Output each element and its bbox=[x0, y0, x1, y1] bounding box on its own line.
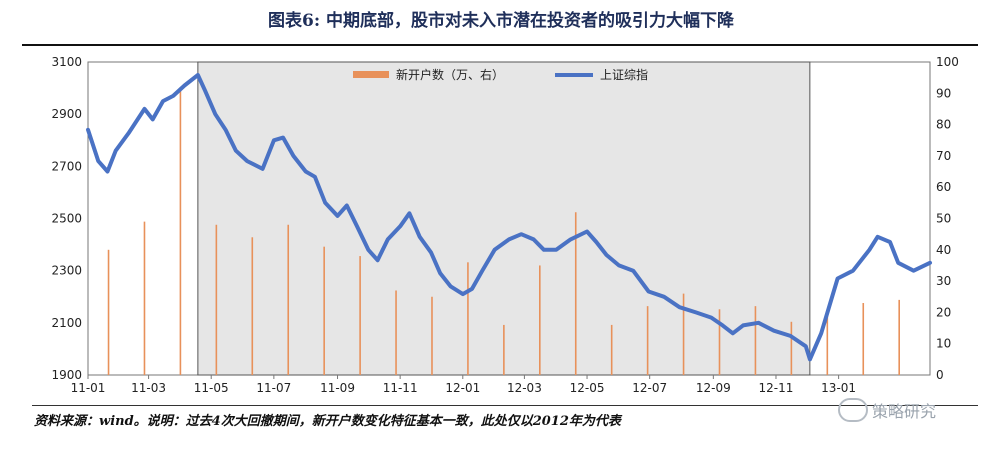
x-tick-label: 11-01 bbox=[71, 381, 106, 395]
x-tick-label: 12-05 bbox=[570, 381, 605, 395]
x-tick-label: 12-01 bbox=[445, 381, 480, 395]
right-tick-label: 0 bbox=[936, 368, 944, 382]
bar-new-accounts bbox=[467, 262, 469, 375]
bar-new-accounts bbox=[287, 224, 290, 375]
legend: 新开户数（万、右） 上证综指 bbox=[353, 67, 648, 82]
watermark-label: 策略研究 bbox=[872, 402, 937, 421]
index-line bbox=[86, 73, 932, 362]
chart-area: 1900 2100 2300 2500 2700 2900 3100 0 10 20 30 40 50… bbox=[51, 55, 959, 395]
legend-label-bars: 新开户数（万、右） bbox=[396, 67, 504, 82]
bar-new-accounts bbox=[682, 293, 685, 375]
right-tick-label: 70 bbox=[936, 149, 951, 163]
bar-new-accounts bbox=[790, 321, 793, 375]
right-tick-label: 40 bbox=[936, 243, 951, 257]
bar-new-accounts bbox=[862, 303, 865, 375]
right-tick-label: 20 bbox=[936, 305, 951, 319]
bar-new-accounts bbox=[179, 87, 182, 375]
right-tick-label: 10 bbox=[936, 337, 951, 351]
x-tick-label: 12-03 bbox=[507, 381, 542, 395]
bar-new-accounts bbox=[503, 324, 505, 375]
bar-new-accounts bbox=[610, 324, 613, 375]
bar-new-accounts bbox=[646, 306, 649, 375]
right-tick-label: 50 bbox=[936, 212, 951, 226]
legend-swatch-bars bbox=[353, 71, 389, 78]
title-rule bbox=[22, 44, 978, 46]
x-tick-label: 12-09 bbox=[696, 381, 731, 395]
x-axis: 11-01 11-03 11-05 11-07 11-09 11-11 12-01 12-03… bbox=[71, 375, 856, 395]
left-tick-label: 1900 bbox=[51, 368, 82, 382]
left-tick-label: 3100 bbox=[51, 55, 82, 69]
legend-label-line: 上证综指 bbox=[600, 67, 648, 82]
bar-new-accounts bbox=[718, 309, 721, 375]
right-tick-label: 100 bbox=[936, 55, 959, 69]
right-tick-label: 80 bbox=[936, 118, 951, 132]
right-tick-label: 30 bbox=[936, 274, 951, 288]
bar-new-accounts bbox=[395, 290, 397, 375]
bar-new-accounts bbox=[754, 306, 757, 375]
left-tick-label: 2700 bbox=[51, 159, 82, 173]
chart-title: 图表6: 中期底部，股市对未入市潜在投资者的吸引力大幅下降 bbox=[267, 11, 735, 31]
highlight-band bbox=[197, 61, 811, 376]
x-tick-label: 11-09 bbox=[320, 381, 355, 395]
bar-new-accounts bbox=[826, 312, 829, 375]
left-tick-label: 2500 bbox=[51, 212, 82, 226]
x-tick-label: 11-03 bbox=[131, 381, 166, 395]
bar-new-accounts bbox=[107, 249, 110, 375]
source-note: 资料来源：wind。说明：过去4次大回撤期间，新开户数变化特征基本一致，此处仅以… bbox=[34, 414, 621, 429]
x-tick-label: 12-07 bbox=[632, 381, 667, 395]
wechat-icon bbox=[838, 398, 868, 422]
bar-new-accounts bbox=[251, 237, 254, 375]
bar-new-accounts bbox=[215, 224, 218, 375]
left-tick-label: 2100 bbox=[51, 316, 82, 330]
bars-layer bbox=[107, 87, 900, 375]
bar-new-accounts bbox=[574, 212, 577, 375]
bar-new-accounts bbox=[898, 299, 900, 375]
bar-new-accounts bbox=[359, 256, 361, 375]
bar-new-accounts bbox=[143, 221, 146, 375]
bar-new-accounts bbox=[539, 265, 541, 375]
watermark: 策略研究 bbox=[838, 398, 936, 422]
left-axis: 1900 2100 2300 2500 2700 2900 3100 bbox=[51, 55, 82, 382]
footer-rule bbox=[32, 405, 978, 406]
x-tick-label: 13-01 bbox=[821, 381, 856, 395]
left-tick-label: 2900 bbox=[51, 107, 82, 121]
x-tick-label: 12-11 bbox=[759, 381, 794, 395]
right-tick-label: 60 bbox=[936, 180, 951, 194]
x-tick-label: 11-11 bbox=[383, 381, 418, 395]
x-tick-label: 11-05 bbox=[194, 381, 229, 395]
bar-new-accounts bbox=[431, 296, 433, 375]
bar-new-accounts bbox=[323, 246, 325, 375]
x-tick-label: 11-07 bbox=[256, 381, 291, 395]
right-tick-label: 90 bbox=[936, 86, 951, 100]
left-tick-label: 2300 bbox=[51, 264, 82, 278]
right-axis: 0 10 20 30 40 50 60 70 80 90 100 bbox=[936, 55, 959, 382]
